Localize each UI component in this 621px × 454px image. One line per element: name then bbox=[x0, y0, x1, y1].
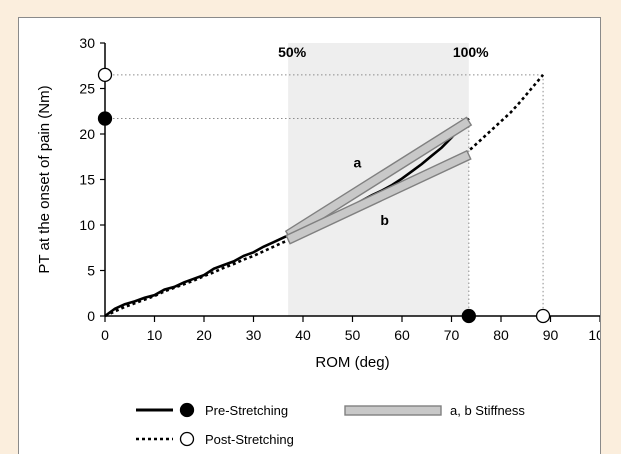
x-tick-label: 30 bbox=[246, 327, 262, 343]
x-tick-label: 20 bbox=[196, 327, 212, 343]
y-tick-label: 10 bbox=[79, 217, 95, 233]
y-tick-label: 15 bbox=[79, 172, 95, 188]
x-axis-label: ROM (deg) bbox=[315, 354, 389, 371]
x-tick-label: 70 bbox=[444, 327, 460, 343]
legend-swatch-marker-pre-stretching bbox=[179, 402, 195, 418]
x-tick-label: 10 bbox=[147, 327, 163, 343]
y-tick-label: 25 bbox=[79, 81, 95, 97]
marker-pre-stretching-max-rom bbox=[461, 308, 476, 324]
marker-post-stretching-max-rom bbox=[535, 308, 551, 324]
x-tick-label: 50 bbox=[345, 327, 361, 343]
marker-pre-stretching-max-pt bbox=[97, 111, 113, 126]
chart-panel: 0 5 10 15 20 25 30 0 10 20 30 40 50 60 70 80 90 100 ROM (d… bbox=[18, 17, 601, 454]
x-tick-label: 40 bbox=[295, 327, 311, 343]
stiffness-label-a: a bbox=[354, 155, 362, 171]
y-axis-label: PT at the onset of pain (Nm) bbox=[36, 85, 53, 273]
legend-label-stiffness: a, b Stiffness bbox=[450, 403, 525, 418]
x-tick-label: 100 bbox=[588, 327, 600, 343]
stiffness-bar-b bbox=[285, 149, 472, 245]
x-tick-label: 60 bbox=[394, 327, 410, 343]
y-tick-label: 0 bbox=[87, 308, 95, 324]
shade-label-100: 100% bbox=[453, 44, 489, 60]
legend-swatch-marker-post-stretching bbox=[179, 431, 195, 447]
y-tick-label: 30 bbox=[79, 35, 95, 51]
stiffness-label-b: b bbox=[380, 212, 389, 228]
legend-label-pre-stretching: Pre-Stretching bbox=[205, 403, 288, 418]
marker-post-stretching-max-pt bbox=[97, 67, 113, 82]
y-tick-label: 20 bbox=[79, 126, 95, 142]
x-tick-label: 90 bbox=[543, 327, 559, 343]
shade-label-50: 50% bbox=[278, 44, 307, 60]
x-tick-label: 80 bbox=[493, 327, 509, 343]
x-tick-label: 0 bbox=[101, 327, 109, 343]
legend-label-post-stretching: Post-Stretching bbox=[205, 432, 294, 447]
y-tick-label: 5 bbox=[87, 263, 95, 279]
chart: 0 5 10 15 20 25 30 0 10 20 30 40 50 60 70 80 90 100 ROM (d… bbox=[36, 35, 600, 447]
legend-swatch-stiffness-bar bbox=[344, 405, 442, 416]
